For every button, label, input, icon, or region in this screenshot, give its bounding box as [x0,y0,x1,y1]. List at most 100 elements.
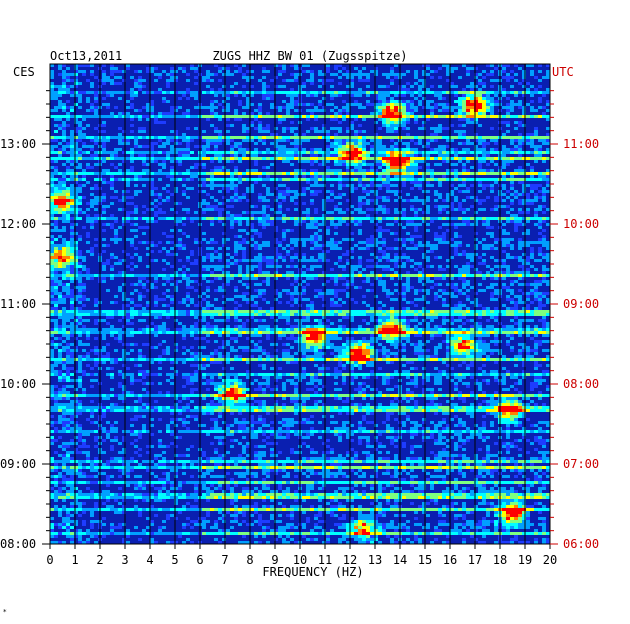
heatmap-cell [362,73,366,76]
heatmap-cell [478,100,482,103]
heatmap-cell [466,109,470,112]
heatmap-cell [210,106,214,109]
heatmap-cell [230,220,234,223]
heatmap-cell [194,166,198,169]
heatmap-cell [158,145,162,148]
heatmap-cell [430,151,434,154]
heatmap-cell [390,124,394,127]
heatmap-cell [546,148,550,151]
heatmap-cell [314,208,318,211]
heatmap-cell [438,148,442,151]
heatmap-cell [230,274,234,277]
heatmap-cell [230,196,234,199]
heatmap-cell [50,268,54,271]
heatmap-cell [426,151,430,154]
heatmap-cell [74,73,78,76]
heatmap-cell [386,166,390,169]
heatmap-cell [534,199,538,202]
heatmap-cell [418,235,422,238]
heatmap-cell [530,136,534,139]
heatmap-cell [302,280,306,283]
heatmap-cell [522,112,526,115]
heatmap-cell [518,301,522,304]
heatmap-cell [394,262,398,265]
heatmap-cell [434,292,438,295]
heatmap-cell [226,172,230,175]
heatmap-cell [62,133,66,136]
heatmap-cell [486,97,490,100]
heatmap-cell [502,277,506,280]
heatmap-cell [370,244,374,247]
heatmap-cell [210,208,214,211]
heatmap-cell [66,136,70,139]
heatmap-cell [306,130,310,133]
heatmap-cell [254,232,258,235]
heatmap-cell [130,178,134,181]
heatmap-cell [62,295,66,298]
heatmap-cell [194,289,198,292]
heatmap-cell [286,136,290,139]
heatmap-cell [482,199,486,202]
heatmap-cell [290,73,294,76]
heatmap-cell [366,151,370,154]
heatmap-cell [290,256,294,259]
heatmap-cell [50,271,54,274]
heatmap-cell [330,73,334,76]
heatmap-cell [390,178,394,181]
heatmap-cell [454,235,458,238]
heatmap-cell [538,136,542,139]
heatmap-cell [234,295,238,298]
heatmap-cell [102,196,106,199]
heatmap-cell [410,154,414,157]
heatmap-cell [462,142,466,145]
heatmap-cell [202,268,206,271]
heatmap-cell [70,232,74,235]
heatmap-cell [150,100,154,103]
heatmap-cell [146,109,150,112]
heatmap-cell [154,301,158,304]
heatmap-cell [370,145,374,148]
heatmap-cell [518,115,522,118]
heatmap-cell [302,310,306,313]
heatmap-cell [422,106,426,109]
heatmap-cell [386,124,390,127]
heatmap-cell [62,184,66,187]
heatmap-cell [246,199,250,202]
heatmap-cell [438,172,442,175]
heatmap-cell [450,163,454,166]
heatmap-cell [382,112,386,115]
heatmap-cell [246,169,250,172]
heatmap-cell [122,304,126,307]
heatmap-cell [530,187,534,190]
heatmap-cell [454,250,458,253]
heatmap-cell [490,274,494,277]
heatmap-cell [358,178,362,181]
heatmap-cell [438,163,442,166]
heatmap-cell [370,139,374,142]
heatmap-cell [318,79,322,82]
heatmap-cell [346,109,350,112]
heatmap-cell [334,280,338,283]
heatmap-cell [302,172,306,175]
heatmap-cell [434,91,438,94]
heatmap-cell [190,274,194,277]
heatmap-cell [110,277,114,280]
heatmap-cell [130,196,134,199]
heatmap-cell [502,187,506,190]
heatmap-cell [346,253,350,256]
heatmap-cell [226,91,230,94]
heatmap-cell [406,166,410,169]
heatmap-cell [274,142,278,145]
heatmap-cell [462,211,466,214]
heatmap-cell [274,211,278,214]
heatmap-cell [146,163,150,166]
heatmap-cell [534,130,538,133]
heatmap-cell [314,151,318,154]
heatmap-cell [310,190,314,193]
heatmap-cell [546,91,550,94]
heatmap-cell [250,70,254,73]
heatmap-cell [342,91,346,94]
heatmap-cell [70,310,74,313]
heatmap-cell [270,142,274,145]
heatmap-cell [514,136,518,139]
